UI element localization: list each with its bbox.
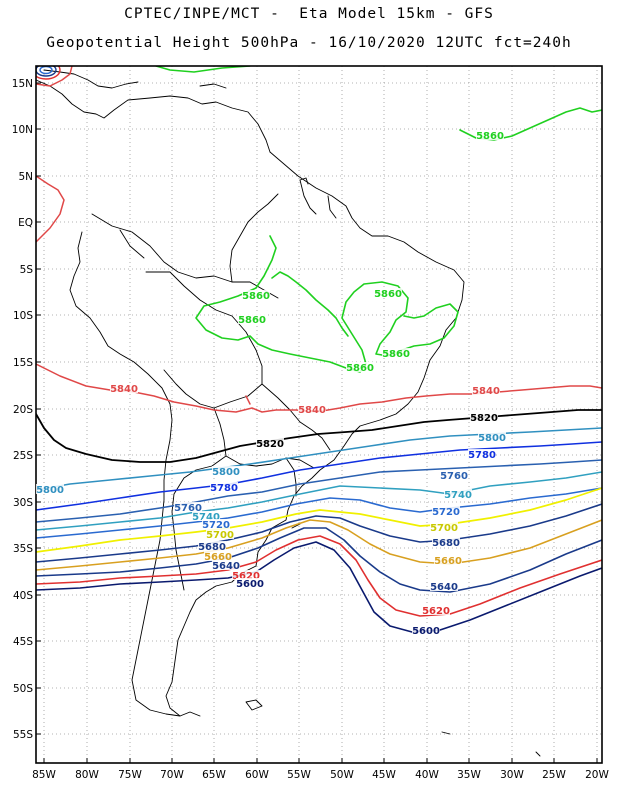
lat-tick-label: 15S (13, 357, 33, 369)
lat-tick-label: EQ (18, 217, 33, 229)
lat-tick-label: 20S (13, 404, 33, 416)
lon-tick-label: 20W (585, 769, 609, 781)
lat-tick-label: 35S (13, 543, 33, 555)
contour-label: 5660 (434, 556, 462, 567)
lat-tick-label: 10S (13, 310, 33, 322)
contour-label: 5820 (470, 413, 498, 424)
contour-labels: 5860 5860 5860 5860 5860 5860 5840 5840 5840 5820… (36, 130, 506, 637)
contour-label: 5680 (198, 542, 226, 553)
map-title-line2: Geopotential Height 500hPa - 16/10/2020 … (46, 35, 572, 51)
lon-tick-label: 40W (415, 769, 439, 781)
contour-label: 5700 (430, 523, 458, 534)
contour-5660 (36, 519, 602, 571)
map-frame (35, 65, 603, 764)
contour-label: 5660 (204, 552, 232, 563)
lat-tick-label: 10N (12, 124, 33, 136)
contour-label: 5840 (298, 405, 326, 416)
contour-label: 5780 (468, 450, 496, 461)
contour-label: 5640 (212, 561, 240, 572)
contour-label: 5860 (238, 315, 266, 326)
lon-tick-label: 80W (75, 769, 99, 781)
lon-tick-label: 25W (542, 769, 566, 781)
lon-tick-label: 30W (500, 769, 524, 781)
lon-tick-label: 70W (160, 769, 184, 781)
contour-label: 5860 (476, 131, 504, 142)
contour-label: 5860 (242, 291, 270, 302)
contour-label: 5820 (256, 439, 284, 450)
contour-5860 (155, 66, 602, 373)
contour-label: 5860 (346, 363, 374, 374)
lon-tick-label: 50W (330, 769, 354, 781)
lon-tick-label: 55W (287, 769, 311, 781)
map-title-line1: CPTEC/INPE/MCT - Eta Model 15km - GFS (124, 6, 494, 22)
contour-5820 (36, 409, 602, 463)
lon-tick-label: 85W (32, 769, 56, 781)
contour-5740 (36, 471, 602, 531)
lat-lon-grid (36, 66, 602, 763)
contour-label: 5720 (202, 520, 230, 531)
contour-5640 (36, 527, 602, 593)
lat-tick-label: 40S (13, 590, 33, 602)
lon-tick-label: 35W (457, 769, 481, 781)
contour-label: 5740 (192, 512, 220, 523)
contour-label: 5780 (210, 483, 238, 494)
contour-label: 5700 (206, 530, 234, 541)
lat-tick-label: 5S (20, 264, 34, 276)
contour-5700 (36, 487, 602, 553)
lat-tick-label: 25S (13, 450, 33, 462)
contour-5680 (36, 503, 602, 563)
contour-label: 5600 (412, 626, 440, 637)
contour-label: 5840 (472, 386, 500, 397)
lat-tick-label: 50S (13, 683, 33, 695)
contour-5720 (36, 487, 602, 539)
contour-5780 (36, 441, 602, 511)
contour-label: 5800 (212, 467, 240, 478)
contour-5800 (36, 427, 602, 491)
lat-tick-label: 30S (13, 497, 33, 509)
contour-label: 5860 (374, 289, 402, 300)
lat-tick-label: 55S (13, 729, 33, 741)
coastline-and-borders (36, 69, 541, 757)
contour-label: 5800 (478, 433, 506, 444)
contour-label: 5620 (422, 606, 450, 617)
contour-label: 5840 (110, 384, 138, 395)
contour-label: 5680 (432, 538, 460, 549)
lon-tick-label: 75W (118, 769, 142, 781)
contour-5620 (36, 535, 602, 617)
lat-tick-label: 5N (18, 171, 33, 183)
contour-label: 5800 (36, 485, 64, 496)
lon-tick-label: 65W (202, 769, 226, 781)
lat-tick-label: 45S (13, 636, 33, 648)
contour-label: 5600 (236, 579, 264, 590)
contour-label: 5860 (382, 349, 410, 360)
lon-tick-label: 60W (245, 769, 269, 781)
axis-ticks: 15N 10N 5N EQ 5S 10S 15S 20S 25S 30S 35S 40S 45S 50S 5… (12, 78, 610, 781)
contour-5760 (36, 459, 602, 523)
contour-5600 (36, 541, 602, 633)
contour-label: 5720 (432, 507, 460, 518)
contour-label: 5760 (174, 503, 202, 514)
contour-label: 5620 (232, 571, 260, 582)
contour-label: 5740 (444, 490, 472, 501)
contour-label: 5760 (440, 471, 468, 482)
lat-tick-label: 15N (12, 78, 33, 90)
contour-label: 5640 (430, 582, 458, 593)
lon-tick-label: 45W (372, 769, 396, 781)
